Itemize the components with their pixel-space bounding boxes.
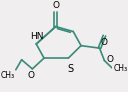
Text: O: O	[28, 71, 35, 80]
Text: CH₃: CH₃	[113, 64, 127, 73]
Text: O: O	[106, 55, 113, 64]
Text: O: O	[52, 1, 59, 10]
Text: O: O	[101, 38, 108, 47]
Text: S: S	[67, 64, 73, 74]
Text: CH₃: CH₃	[1, 71, 15, 80]
Text: HN: HN	[30, 32, 44, 41]
